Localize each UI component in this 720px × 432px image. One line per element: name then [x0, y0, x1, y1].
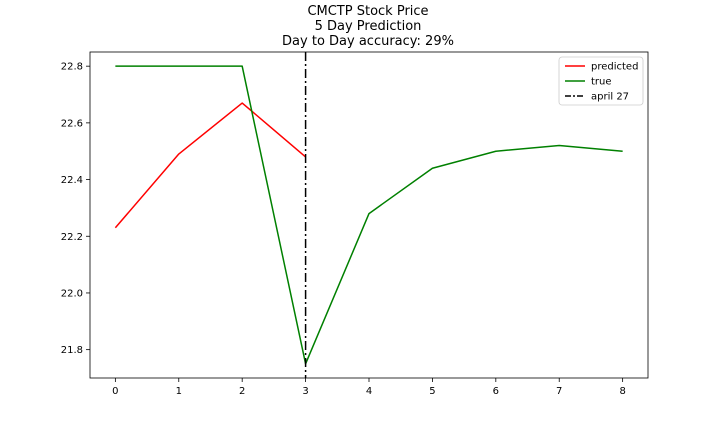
x-tick-label: 6	[493, 386, 499, 397]
chart-title: CMCTP Stock Price	[307, 4, 429, 19]
y-tick-label: 22.0	[61, 288, 83, 299]
y-tick-label: 21.8	[61, 345, 83, 356]
chart-title-block: CMCTP Stock Price 5 Day Prediction Day t…	[0, 4, 720, 49]
legend-label-predicted: predicted	[591, 62, 638, 73]
legend-box	[558, 56, 644, 106]
legend: predicted true april 27	[558, 56, 644, 106]
y-tick-label: 22.2	[61, 232, 83, 243]
y-axis-ticks: 21.8 22.0 22.2 22.4 22.6 22.8	[61, 62, 90, 356]
x-tick-label: 3	[302, 386, 308, 397]
series-line-predicted	[114, 102, 307, 229]
x-tick-label: 5	[429, 386, 435, 397]
x-tick-label: 7	[556, 386, 562, 397]
x-tick-label: 2	[239, 386, 245, 397]
y-tick-label: 22.4	[61, 175, 83, 186]
legend-label-april-27: april 27	[591, 92, 629, 103]
x-tick-label: 4	[366, 386, 372, 397]
plot-lines	[114, 52, 623, 378]
y-tick-label: 22.6	[61, 118, 83, 129]
x-tick-label: 0	[112, 386, 118, 397]
chart-subtitle-1: 5 Day Prediction	[314, 19, 422, 34]
x-tick-label: 1	[176, 386, 182, 397]
x-tick-label: 8	[619, 386, 625, 397]
legend-label-true: true	[591, 77, 612, 88]
x-axis-ticks: 0 1 2 3 4 5 6 7 8	[112, 378, 626, 397]
chart-subtitle-2: Day to Day accuracy: 29%	[282, 34, 454, 49]
series-line-true	[115, 65, 623, 365]
y-tick-label: 22.8	[61, 62, 83, 73]
